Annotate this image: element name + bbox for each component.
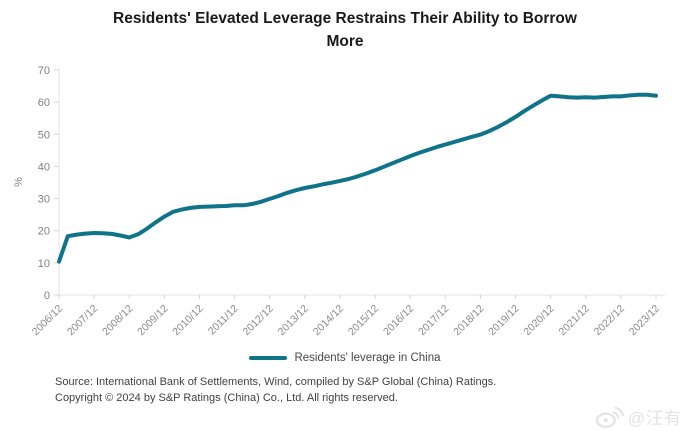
svg-text:2016/12: 2016/12 [381,303,416,338]
svg-text:2009/12: 2009/12 [135,303,170,338]
svg-text:2006/12: 2006/12 [30,303,65,338]
svg-text:2012/12: 2012/12 [240,303,275,338]
svg-text:2017/12: 2017/12 [416,303,451,338]
svg-text:2008/12: 2008/12 [100,303,135,338]
svg-text:2022/12: 2022/12 [592,303,627,338]
svg-text:%: % [13,177,25,187]
svg-text:2013/12: 2013/12 [276,303,311,338]
svg-text:2018/12: 2018/12 [451,303,486,338]
weibo-icon [595,406,624,428]
svg-text:2019/12: 2019/12 [486,303,521,338]
svg-text:30: 30 [38,194,50,206]
chart-title-line2: More [326,33,364,50]
svg-text:2015/12: 2015/12 [346,303,381,338]
legend-series-label: Residents' leverage in China [294,352,441,364]
watermark-handle: @汪有 [627,409,682,428]
svg-text:2011/12: 2011/12 [206,303,241,338]
source-note: Source: International Bank of Settlement… [55,374,650,406]
source-line: Source: International Bank of Settlement… [55,376,497,388]
svg-text:2021/12: 2021/12 [557,303,592,338]
svg-text:0: 0 [44,290,50,302]
svg-text:60: 60 [38,97,50,109]
svg-text:2014/12: 2014/12 [311,303,346,338]
svg-text:40: 40 [38,161,50,173]
svg-text:2023/12: 2023/12 [627,303,662,338]
svg-text:70: 70 [38,65,50,77]
legend-line-swatch [249,356,288,360]
chart-legend: Residents' leverage in China [0,351,690,365]
svg-text:2007/12: 2007/12 [65,303,100,338]
chart-title-line1: Residents' Elevated Leverage Restrains T… [113,10,577,27]
copyright-line: Copyright © 2024 by S&P Ratings (China) … [55,392,398,404]
svg-text:2010/12: 2010/12 [170,303,205,338]
svg-text:2020/12: 2020/12 [521,303,556,338]
weibo-watermark: @汪有 [595,404,682,429]
svg-text:10: 10 [38,258,50,270]
svg-text:50: 50 [38,129,50,141]
chart-title: Residents' Elevated Leverage Restrains T… [0,7,690,53]
svg-text:20: 20 [38,226,50,238]
